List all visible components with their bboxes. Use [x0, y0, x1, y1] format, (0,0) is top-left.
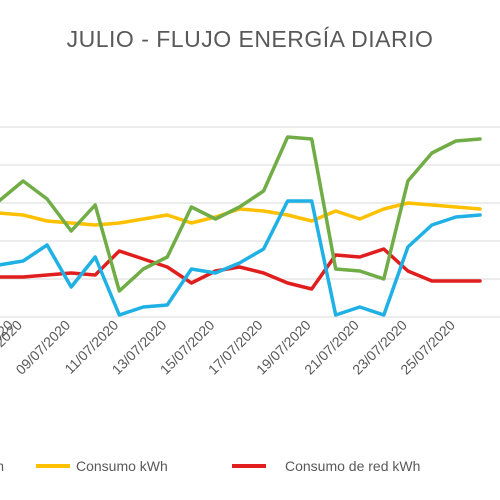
series-line-blue [0, 199, 482, 317]
chart-title: JULIO - FLUJO ENERGÍA DIARIO [66, 26, 434, 52]
legend-label: h [0, 458, 4, 474]
series-line-red [0, 247, 482, 291]
legend-label: Consumo de red kWh [285, 458, 420, 474]
series-line-green [0, 135, 482, 293]
legend-label: Consumo kWh [76, 458, 168, 474]
